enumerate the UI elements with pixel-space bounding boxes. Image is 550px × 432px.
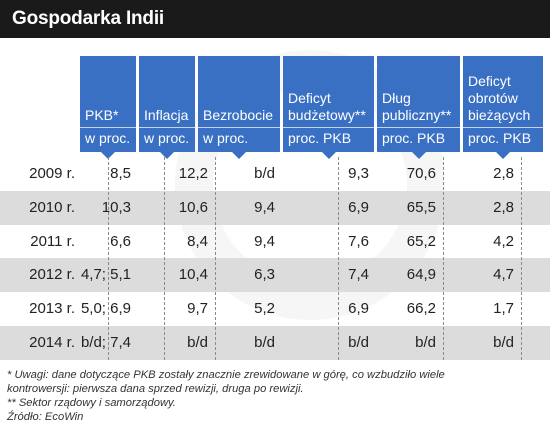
year-cell: 2013 r. bbox=[29, 300, 75, 318]
deficyt-obrotow-cell: 4,2 bbox=[493, 232, 514, 250]
header-notch bbox=[411, 152, 426, 159]
table-header: PKB* w proc. Inflacja w proc. Bezrobocie… bbox=[0, 56, 550, 159]
column-header-deficyt-budzetowy: Deficyt budżetowy** proc. PKB bbox=[283, 56, 374, 159]
deficyt-obrotow-cell: 2,8 bbox=[493, 165, 514, 182]
source-note: Źródło: EcoWin bbox=[7, 411, 84, 423]
column-header-label: Inflacja bbox=[144, 107, 189, 123]
year-cell: 2011 r. bbox=[30, 232, 75, 250]
table-row: 2014 r. b/d; 7,4 b/d b/d b/d b/d b/d bbox=[0, 325, 550, 360]
footnote-line: kontrowersji: pierwsza dana sprzed rewiz… bbox=[7, 383, 304, 395]
header-divider bbox=[80, 127, 136, 128]
header-notch bbox=[321, 152, 336, 159]
bezrobocie-cell: b/d bbox=[254, 333, 275, 351]
column-header-deficyt-obrotow: Deficyt obrotów bieżących proc. PKB bbox=[463, 56, 543, 159]
column-divider bbox=[164, 157, 165, 360]
bezrobocie-cell: 9,4 bbox=[254, 232, 275, 250]
column-divider bbox=[215, 157, 216, 360]
column-header-label: Deficyt obrotów bieżących bbox=[468, 73, 531, 123]
header-divider bbox=[198, 127, 280, 128]
header-notch bbox=[496, 152, 510, 159]
pkb-cell: 8,5 bbox=[110, 165, 131, 182]
column-header-label: PKB* bbox=[85, 107, 119, 123]
dlug-publiczny-cell: 70,6 bbox=[406, 165, 436, 182]
column-divider bbox=[338, 157, 339, 360]
table-row: 2013 r. 5,0; 6,9 9,7 5,2 6,9 66,2 1,7 bbox=[0, 292, 550, 326]
header-notch bbox=[232, 152, 246, 159]
deficyt-budzetowy-cell: 7,4 bbox=[348, 266, 369, 284]
table-row: 2009 r. 8,5 12,2 b/d 9,3 70,6 2,8 bbox=[0, 157, 550, 191]
pkb-cell: 6,6 bbox=[110, 232, 131, 250]
dlug-publiczny-cell: 64,9 bbox=[406, 266, 436, 284]
deficyt-budzetowy-cell: 6,9 bbox=[348, 300, 369, 318]
footnotes: * Uwagi: dane dotyczące PKB zostały znac… bbox=[7, 368, 547, 424]
column-header-dlug-publiczny: Dług publiczny** proc. PKB bbox=[377, 56, 460, 159]
column-divider bbox=[443, 157, 444, 360]
header-notch bbox=[101, 152, 115, 159]
bezrobocie-cell: 9,4 bbox=[254, 198, 275, 216]
header-divider bbox=[283, 127, 374, 128]
dlug-publiczny-cell: 65,5 bbox=[406, 198, 436, 216]
column-header-label: Bezrobocie bbox=[203, 107, 274, 123]
bezrobocie-cell: 6,3 bbox=[254, 266, 275, 284]
footnote-line: * Uwagi: dane dotyczące PKB zostały znac… bbox=[7, 369, 445, 381]
pkb-cell: b/d; 7,4 bbox=[80, 333, 131, 351]
deficyt-budzetowy-cell: b/d bbox=[348, 333, 369, 351]
header-notch bbox=[160, 152, 174, 159]
column-header-unit: proc. PKB bbox=[382, 130, 446, 146]
deficyt-obrotow-cell: 2,8 bbox=[493, 198, 514, 216]
bezrobocie-cell: 5,2 bbox=[254, 300, 275, 318]
deficyt-budzetowy-cell: 9,3 bbox=[348, 165, 369, 182]
header-divider bbox=[463, 127, 543, 128]
page-title: Gospodarka Indii bbox=[0, 0, 550, 38]
dlug-publiczny-cell: 65,2 bbox=[406, 232, 436, 250]
column-divider bbox=[521, 157, 522, 360]
table-body: 2009 r. 8,5 12,2 b/d 9,3 70,6 2,8 2010 r… bbox=[0, 157, 550, 360]
column-header-unit: w proc. bbox=[85, 130, 131, 146]
column-header-unit: proc. PKB bbox=[468, 130, 532, 146]
header-divider bbox=[139, 127, 195, 128]
column-header-label: Dług publiczny** bbox=[382, 90, 452, 123]
header-divider bbox=[377, 127, 460, 128]
column-header-inflacja: Inflacja w proc. bbox=[139, 56, 195, 159]
table-row: 2012 r. 4,7; 5,1 10,4 6,3 7,4 64,9 4,7 bbox=[0, 258, 550, 293]
column-header-unit: w proc. bbox=[144, 130, 190, 146]
pkb-cell: 5,0; 6,9 bbox=[80, 300, 131, 318]
column-header-bezrobocie: Bezrobocie w proc. bbox=[198, 56, 280, 159]
inflacja-cell: 9,7 bbox=[187, 300, 208, 318]
deficyt-obrotow-cell: 4,7 bbox=[493, 266, 514, 284]
deficyt-budzetowy-cell: 6,9 bbox=[348, 198, 369, 216]
column-header-unit: proc. PKB bbox=[288, 130, 352, 146]
column-header-unit: w proc. bbox=[203, 130, 249, 146]
table-row: 2010 r. 10,3 10,6 9,4 6,9 65,5 2,8 bbox=[0, 190, 550, 225]
year-cell: 2012 r. bbox=[29, 266, 75, 284]
inflacja-cell: b/d bbox=[187, 333, 208, 351]
inflacja-cell: 12,2 bbox=[178, 165, 208, 182]
deficyt-obrotow-cell: 1,7 bbox=[493, 300, 514, 318]
deficyt-budzetowy-cell: 7,6 bbox=[348, 232, 369, 250]
deficyt-obrotow-cell: b/d bbox=[493, 333, 514, 351]
inflacja-cell: 10,6 bbox=[178, 198, 208, 216]
year-cell: 2010 r. bbox=[29, 198, 75, 216]
column-header-pkb: PKB* w proc. bbox=[80, 56, 136, 159]
footnote-line: ** Sektor rządowy i samorządowy. bbox=[7, 397, 176, 409]
inflacja-cell: 8,4 bbox=[187, 232, 208, 250]
pkb-cell: 10,3 bbox=[101, 198, 131, 216]
bezrobocie-cell: b/d bbox=[254, 165, 275, 182]
table-row: 2011 r. 6,6 8,4 9,4 7,6 65,2 4,2 bbox=[0, 225, 550, 259]
year-cell: 2014 r. bbox=[29, 333, 75, 351]
column-header-label: Deficyt budżetowy** bbox=[288, 90, 366, 123]
dlug-publiczny-cell: 66,2 bbox=[406, 300, 436, 318]
column-divider bbox=[108, 157, 109, 360]
inflacja-cell: 10,4 bbox=[178, 266, 208, 284]
year-cell: 2009 r. bbox=[29, 165, 75, 182]
dlug-publiczny-cell: b/d bbox=[415, 333, 436, 351]
pkb-cell: 4,7; 5,1 bbox=[80, 266, 131, 284]
